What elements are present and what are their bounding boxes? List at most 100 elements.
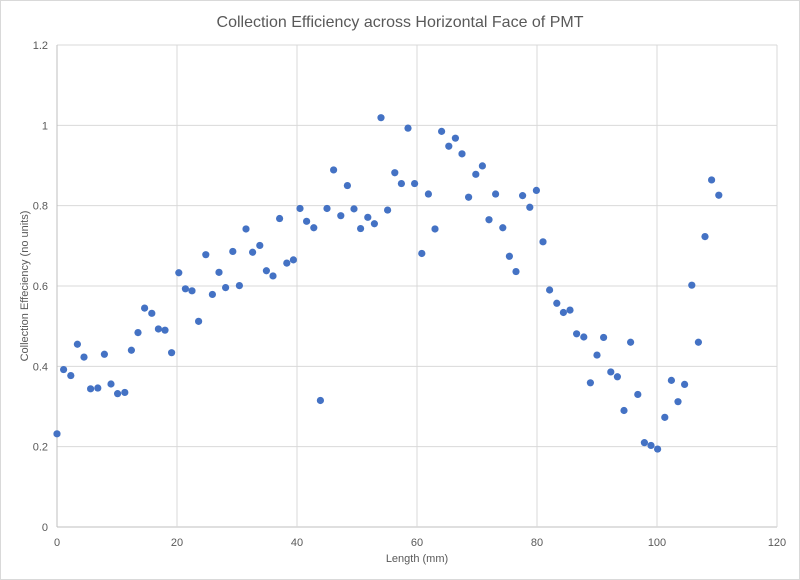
data-point: [283, 259, 291, 267]
tick-labels: 0 0.2 0.4 0.6 0.8 1 1.2 0 20 40 60 80 100 120: [33, 40, 786, 549]
data-point: [559, 308, 568, 317]
data-point: [620, 406, 628, 415]
data-point: [141, 304, 149, 312]
data-point: [80, 353, 88, 361]
data-point: [391, 169, 399, 177]
data-point: [370, 220, 378, 228]
chart-title: Collection Efficiency across Horizontal …: [217, 14, 584, 31]
data-point: [613, 373, 622, 381]
data-point: [640, 439, 649, 447]
data-point: [343, 181, 351, 190]
x-tick-label: 100: [648, 537, 666, 549]
data-point: [492, 190, 500, 198]
data-point: [202, 251, 210, 259]
data-point: [323, 204, 331, 213]
data-point: [384, 206, 392, 214]
data-point: [289, 256, 297, 264]
data-point: [67, 371, 75, 380]
data-point: [485, 216, 493, 224]
data-point: [607, 368, 615, 376]
data-point: [249, 248, 257, 256]
data-point: [161, 326, 169, 334]
data-point: [667, 376, 676, 384]
data-point: [127, 346, 135, 354]
data-point: [424, 190, 432, 198]
data-point: [539, 238, 547, 246]
data-point: [458, 150, 466, 158]
data-point: [229, 247, 237, 256]
y-axis-label: Collection Effeciency (no units): [19, 211, 31, 362]
data-point: [404, 124, 412, 132]
data-point: [715, 191, 723, 199]
data-point: [438, 127, 446, 135]
x-tick-label: 20: [171, 537, 183, 549]
data-point: [411, 179, 419, 188]
data-point: [100, 350, 108, 358]
data-point: [154, 325, 162, 333]
data-point: [262, 267, 270, 275]
data-point: [242, 225, 250, 233]
data-point: [148, 309, 156, 317]
data-point: [431, 225, 439, 233]
data-point: [269, 272, 277, 280]
data-point: [364, 213, 372, 221]
data-point: [397, 179, 405, 188]
data-point: [694, 338, 703, 346]
data-point: [73, 340, 81, 348]
data-point: [195, 317, 203, 325]
data-points: [53, 114, 723, 453]
x-tick-label: 0: [54, 537, 60, 549]
data-point: [701, 232, 709, 241]
data-point: [134, 328, 142, 337]
data-point: [593, 351, 601, 359]
data-point: [499, 224, 507, 232]
y-tick-label: 1.2: [33, 40, 48, 52]
data-point: [377, 114, 385, 122]
data-point: [519, 192, 527, 200]
y-tick-label: 1: [42, 120, 48, 132]
data-point: [546, 286, 554, 294]
data-point: [688, 281, 696, 289]
data-point: [215, 268, 223, 276]
data-point: [661, 413, 669, 421]
x-tick-label: 60: [411, 537, 423, 549]
data-point: [445, 142, 453, 150]
y-tick-label: 0.6: [33, 281, 48, 293]
data-point: [168, 349, 176, 357]
x-tick-label: 80: [531, 537, 543, 549]
data-point: [600, 333, 608, 342]
data-point: [526, 203, 534, 211]
data-point: [627, 338, 635, 346]
data-point: [114, 390, 122, 398]
data-point: [472, 170, 480, 178]
data-point: [478, 162, 486, 170]
data-point: [674, 398, 682, 406]
data-point: [465, 193, 473, 201]
data-point: [566, 306, 574, 314]
data-point: [573, 330, 581, 338]
data-point: [208, 290, 216, 299]
y-tick-label: 0.8: [33, 201, 48, 213]
data-point: [256, 241, 264, 250]
data-point: [310, 224, 318, 232]
data-point: [357, 224, 365, 233]
data-point: [681, 380, 689, 389]
data-point: [580, 333, 588, 341]
data-point: [647, 441, 655, 450]
data-point: [175, 269, 183, 277]
data-point: [350, 205, 358, 213]
data-point: [316, 396, 324, 405]
data-point: [60, 365, 68, 374]
data-point: [276, 214, 284, 223]
data-point: [87, 385, 95, 393]
data-point: [330, 166, 338, 174]
data-point: [121, 388, 129, 397]
y-tick-label: 0: [42, 522, 48, 534]
data-point: [337, 212, 345, 220]
gridlines: [56, 44, 778, 528]
data-point: [451, 134, 459, 142]
data-point: [53, 430, 61, 438]
data-point: [181, 285, 189, 293]
data-point: [94, 384, 102, 392]
